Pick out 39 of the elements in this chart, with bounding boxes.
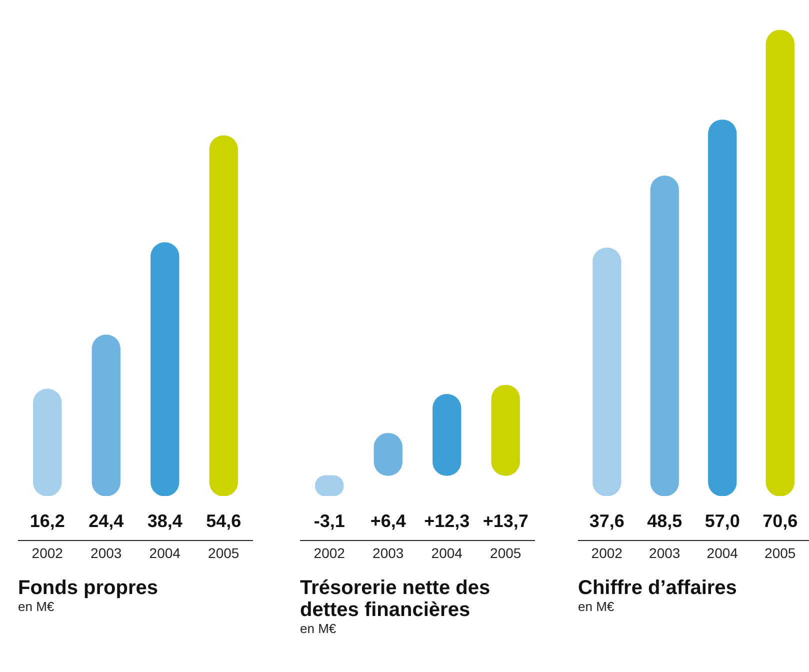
text: Fonds propres	[18, 577, 160, 599]
data-label: -3,1	[314, 510, 345, 531]
bar	[592, 248, 622, 496]
bar	[766, 30, 794, 496]
bar	[150, 242, 180, 496]
data-label: 70,6	[762, 510, 798, 531]
data-label: +6,4	[370, 510, 406, 531]
bar	[491, 384, 520, 476]
text: en M€	[18, 599, 56, 614]
x-tick-label: 2005	[764, 545, 797, 561]
x-tick-label: 2003	[372, 545, 405, 561]
data-label: 37,6	[589, 510, 624, 531]
data-label: 54,6	[206, 510, 242, 531]
data-label: +12,3	[424, 510, 470, 531]
text: en M€	[300, 621, 338, 636]
text: en M€	[578, 599, 616, 614]
x-tick-label: 2002	[590, 545, 624, 561]
data-label: 57,0	[704, 510, 740, 531]
data-label: 24,4	[88, 510, 124, 531]
text: Trésorerie nette des dettes financières	[300, 577, 492, 621]
bar	[209, 135, 238, 496]
x-tick-label: 2002	[30, 545, 64, 561]
x-tick-label: 2005	[207, 545, 240, 561]
data-label: 48,5	[647, 510, 682, 531]
x-tick-label: 2004	[148, 545, 182, 561]
x-tick-label: 2002	[312, 545, 346, 561]
x-tick-label: 2004	[430, 545, 464, 561]
x-tick-label: 2003	[648, 545, 682, 561]
bar	[650, 176, 679, 496]
text: Chiffre d’affaires	[578, 577, 738, 599]
bar	[708, 120, 737, 496]
data-label: 16,2	[30, 510, 65, 531]
x-tick-label: 2003	[90, 545, 123, 561]
data-label: +13,7	[482, 510, 528, 531]
x-tick-label: 2004	[706, 545, 739, 561]
bar	[33, 388, 62, 496]
bar	[92, 334, 120, 496]
data-label: 38,4	[147, 510, 182, 531]
x-tick-label: 2005	[489, 545, 522, 561]
